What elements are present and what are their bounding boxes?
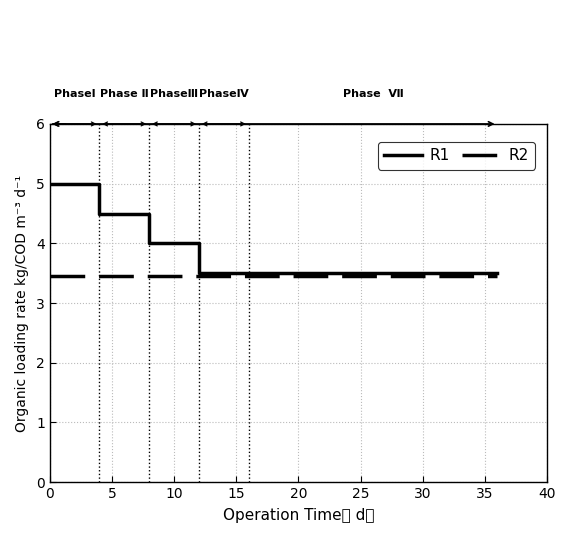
Legend: R1, R2: R1, R2 [378, 143, 534, 169]
R1 [494, 270, 501, 277]
R1 [195, 240, 202, 246]
X-axis label: Operation Time（ d）: Operation Time（ d） [223, 508, 374, 523]
Text: PhaseⅣ: PhaseⅣ [199, 89, 249, 99]
Text: PhaseⅢ: PhaseⅢ [150, 89, 198, 99]
R1 [96, 180, 103, 187]
Y-axis label: Organic loading rate kg/COD m⁻³ d⁻¹: Organic loading rate kg/COD m⁻³ d⁻¹ [15, 174, 29, 431]
Line: R1: R1 [50, 183, 497, 273]
R1 [208, 270, 215, 277]
R1 [195, 270, 202, 277]
R1 [146, 240, 152, 246]
R1 [146, 210, 152, 217]
R1 [171, 240, 178, 246]
R1 [208, 270, 215, 277]
R1 [46, 180, 53, 187]
R1 [171, 240, 178, 246]
R1 [96, 210, 103, 217]
Text: PhaseⅠ: PhaseⅠ [54, 89, 95, 99]
Text: Phase  Ⅶ: Phase Ⅶ [343, 89, 404, 99]
Text: Phase Ⅱ: Phase Ⅱ [100, 89, 148, 99]
